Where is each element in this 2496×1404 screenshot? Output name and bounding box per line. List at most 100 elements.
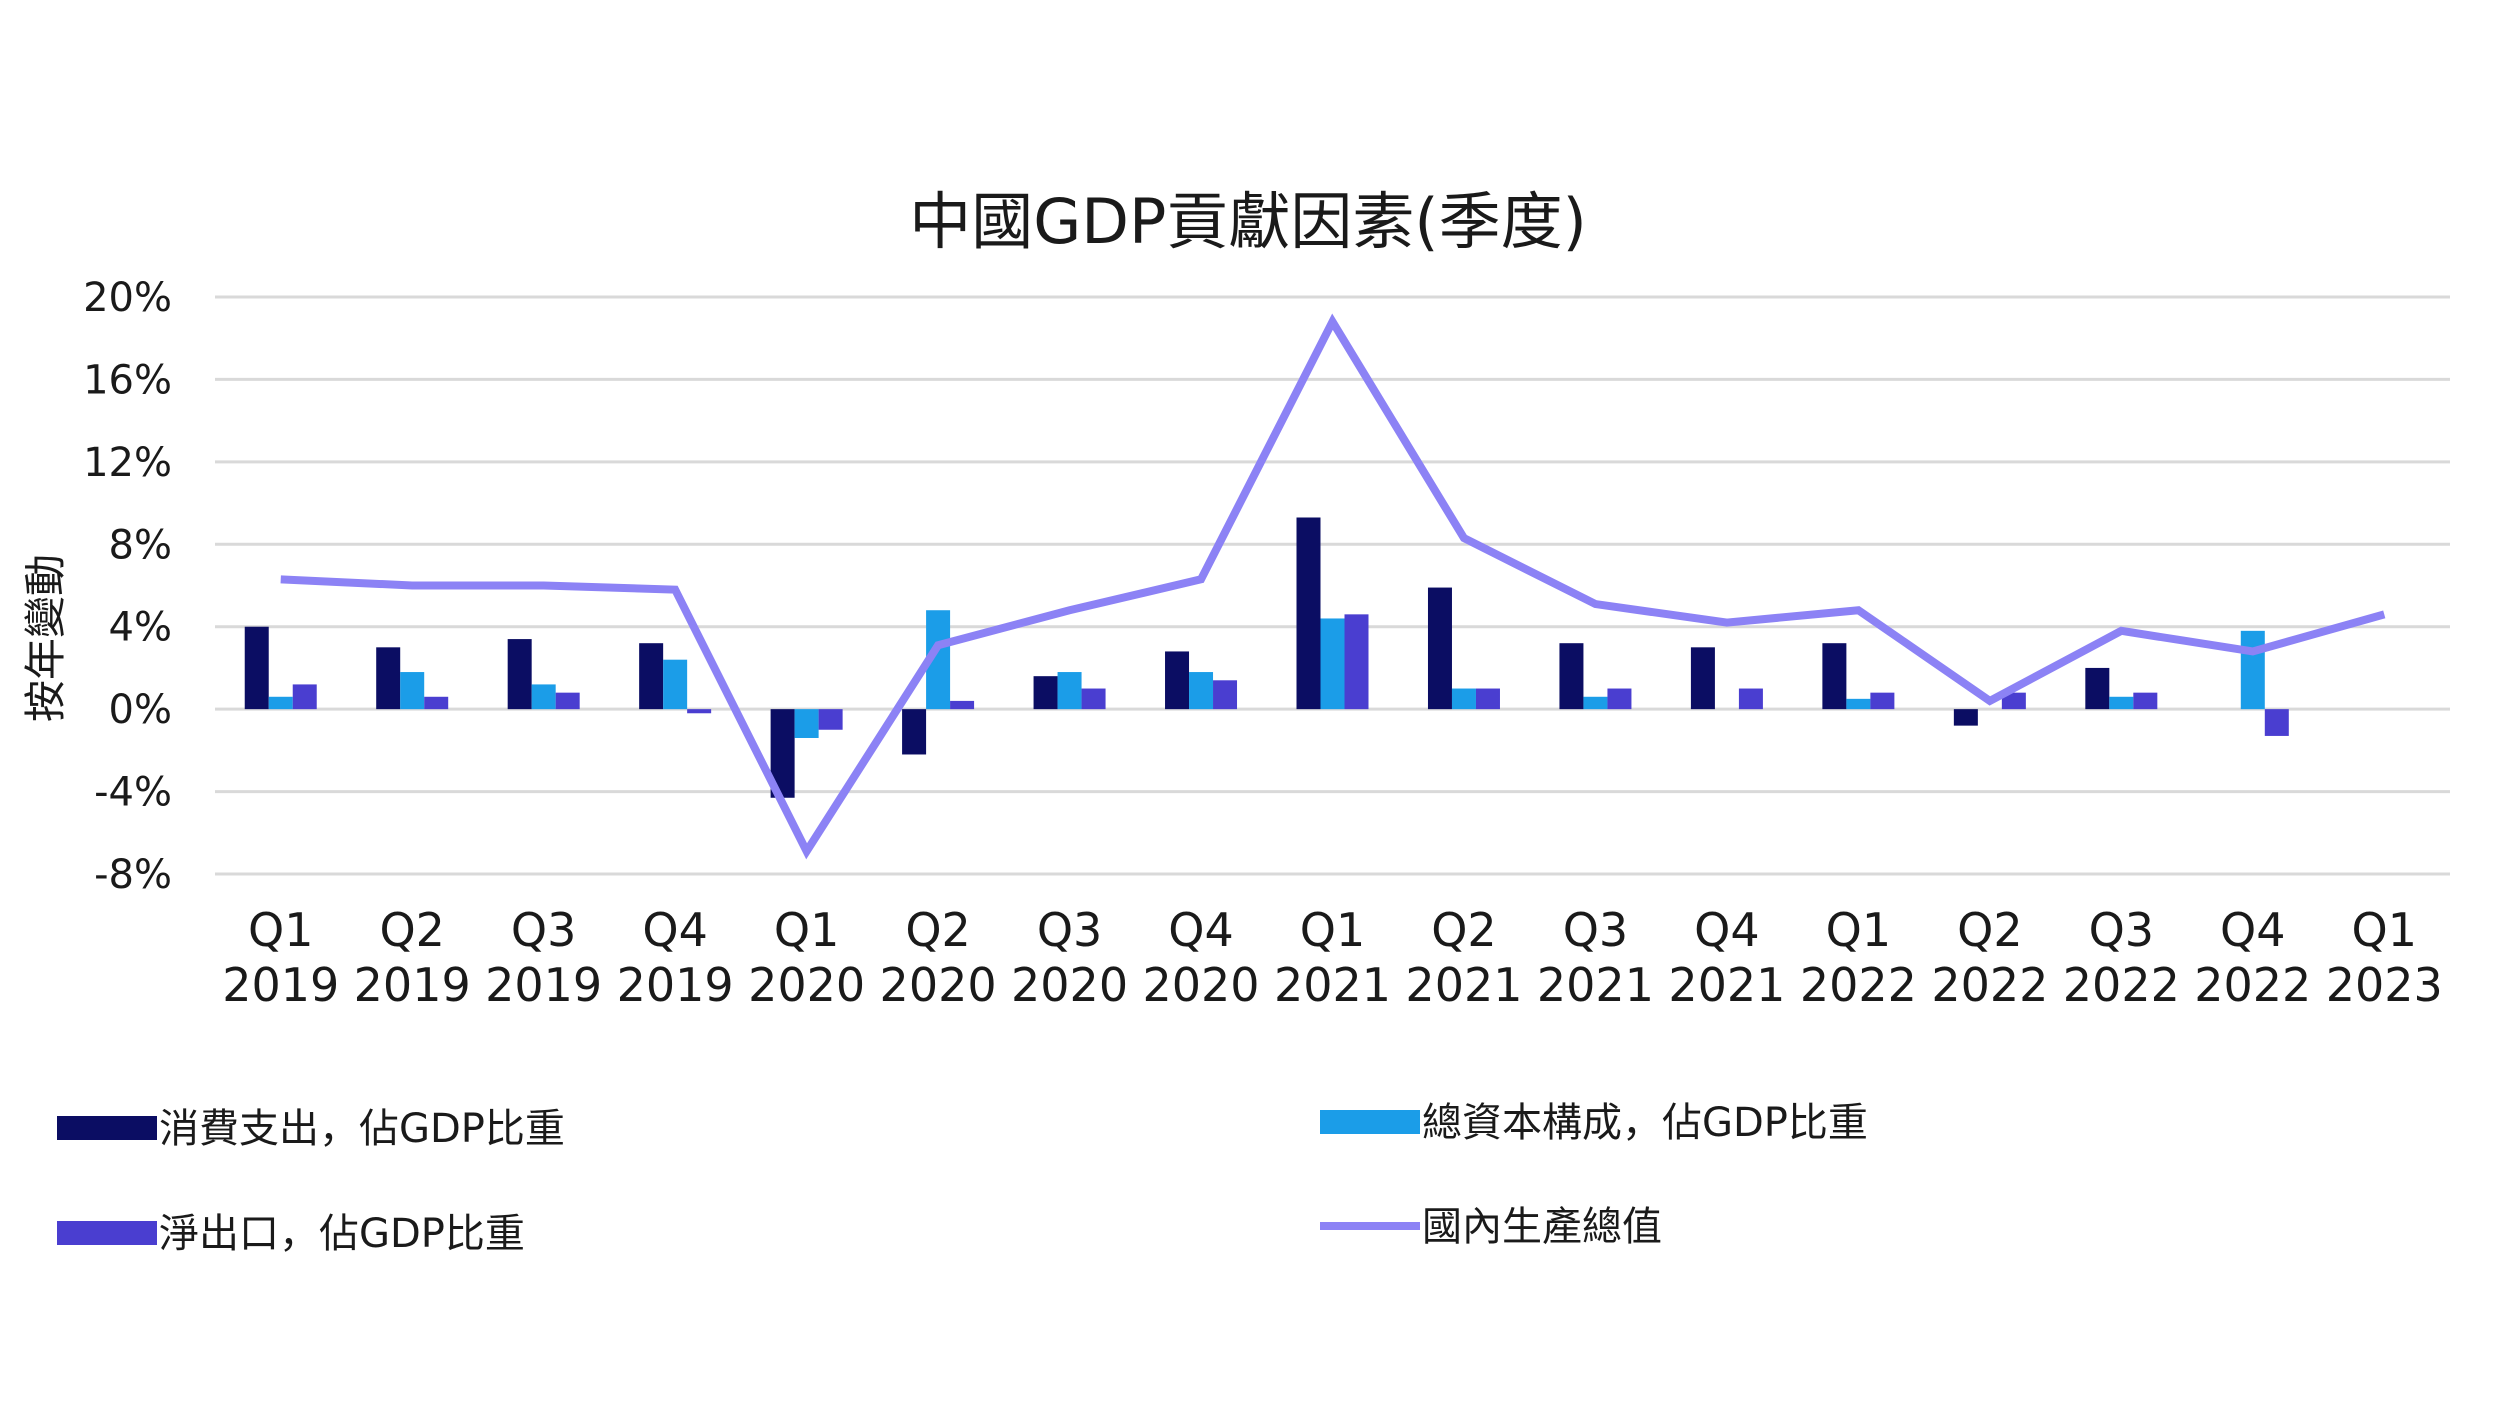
x-tick-label: 2019 <box>222 958 339 1012</box>
bar-series-0 <box>1165 651 1190 710</box>
bar-series-1 <box>663 659 688 710</box>
x-tick-label: Q3 <box>1563 903 1628 957</box>
bar-series-2 <box>292 684 317 710</box>
y-tick-label: 4% <box>109 605 172 651</box>
bar-series-1 <box>1451 688 1476 710</box>
bar-series-1 <box>1057 672 1082 710</box>
y-tick-label: 16% <box>83 357 172 403</box>
x-tick-label: Q2 <box>1957 903 2022 957</box>
y-tick-label: 20% <box>83 275 172 321</box>
legend-item-2: 淨出口，佔GDP比重 <box>57 1211 525 1257</box>
x-tick-label: Q3 <box>2089 903 2154 957</box>
bars-layer <box>244 517 2289 798</box>
bar-series-0 <box>639 643 664 710</box>
bar-series-2 <box>818 709 843 730</box>
y-tick-label: -8% <box>94 852 172 898</box>
x-tick-label: Q4 <box>2220 903 2285 957</box>
legend-label: 總資本構成，佔GDP比重 <box>1422 1100 1868 1146</box>
x-tick-label: 2021 <box>1668 958 1785 1012</box>
x-tick-label: 2023 <box>2326 958 2443 1012</box>
x-tick-label: Q1 <box>1826 903 1891 957</box>
y-tick-label: 8% <box>109 522 172 568</box>
bar-series-2 <box>424 696 449 710</box>
x-tick-label: Q4 <box>1694 903 1759 957</box>
bar-series-2 <box>1738 688 1763 710</box>
legend-label: 消費支出，佔GDP比重 <box>159 1106 565 1152</box>
x-tick-label: 2022 <box>1931 958 2048 1012</box>
bar-series-0 <box>902 709 927 755</box>
x-tick-label: Q3 <box>511 903 576 957</box>
legend-item-1: 總資本構成，佔GDP比重 <box>1320 1100 1868 1146</box>
legend-label: 淨出口，佔GDP比重 <box>159 1211 525 1257</box>
y-tick-label: 0% <box>109 687 172 733</box>
bar-series-1 <box>1189 672 1214 710</box>
x-tick-label: Q1 <box>2352 903 2417 957</box>
bar-series-1 <box>1846 698 1871 710</box>
bar-series-2 <box>687 709 712 714</box>
x-tick-label: 2020 <box>748 958 865 1012</box>
x-tick-label: 2019 <box>617 958 734 1012</box>
bar-series-2 <box>1607 688 1632 710</box>
bar-series-0 <box>1559 643 1584 710</box>
bar-series-0 <box>507 639 532 710</box>
x-tick-label: 2021 <box>1537 958 1654 1012</box>
chart-title: 中國GDP貢獻因素(季度) <box>909 185 1587 258</box>
bar-series-2 <box>1344 614 1369 710</box>
bar-series-2 <box>555 692 580 710</box>
y-ticks: 20% 16% 12% 8% 4% 0% -4% -8% <box>83 275 172 898</box>
legend-label: 國內生產總值 <box>1422 1204 1662 1250</box>
x-tick-label: Q1 <box>774 903 839 957</box>
bar-series-1 <box>794 709 819 738</box>
x-tick-label: Q1 <box>1300 903 1365 957</box>
bar-series-0 <box>244 626 269 710</box>
x-tick-label: 2021 <box>1405 958 1522 1012</box>
x-tick-label: Q2 <box>1431 903 1496 957</box>
bar-series-1 <box>1320 618 1345 710</box>
bar-series-2 <box>2001 692 2026 710</box>
bar-series-1 <box>268 696 293 710</box>
bar-series-2 <box>2264 709 2289 736</box>
x-tick-label: Q3 <box>1037 903 1102 957</box>
x-tick-label: Q2 <box>905 903 970 957</box>
x-tick-label: Q1 <box>248 903 313 957</box>
x-tick-label: 2020 <box>1142 958 1259 1012</box>
x-tick-label: 2022 <box>2194 958 2311 1012</box>
legend-swatch <box>1320 1110 1420 1134</box>
bar-series-0 <box>1690 647 1715 710</box>
bar-series-2 <box>1475 688 1500 710</box>
x-tick-label: 2022 <box>2063 958 2180 1012</box>
bar-series-0 <box>1953 709 1978 726</box>
bar-series-0 <box>2085 667 2110 710</box>
bar-series-2 <box>1213 680 1238 710</box>
bar-series-0 <box>1427 587 1452 710</box>
bar-series-2 <box>2133 692 2158 710</box>
legend-item-3: 國內生產總值 <box>1320 1204 1662 1250</box>
legend-item-0: 消費支出，佔GDP比重 <box>57 1106 565 1152</box>
x-tick-label: 2021 <box>1274 958 1391 1012</box>
bar-series-1 <box>400 672 425 710</box>
line-layer <box>280 313 2386 860</box>
y-tick-label: 12% <box>83 440 172 486</box>
legend-swatch <box>57 1221 157 1245</box>
bar-series-1 <box>2240 630 2265 710</box>
x-tick-label: 2019 <box>485 958 602 1012</box>
x-tick-label: 2020 <box>1011 958 1128 1012</box>
bar-series-2 <box>950 700 975 710</box>
bar-series-1 <box>531 684 556 710</box>
x-tick-label: Q2 <box>379 903 444 957</box>
bar-series-2 <box>1081 688 1106 710</box>
y-tick-label: -4% <box>94 770 172 816</box>
legend-swatch <box>57 1116 157 1140</box>
bar-series-0 <box>1033 676 1058 710</box>
bar-series-0 <box>1822 643 1847 710</box>
bar-series-1 <box>2109 696 2134 710</box>
bar-series-2 <box>1870 692 1895 710</box>
x-tick-label: 2019 <box>354 958 471 1012</box>
bar-series-0 <box>376 647 401 710</box>
x-tick-label: Q4 <box>1168 903 1233 957</box>
line-series-3 <box>280 313 2386 860</box>
bar-series-1 <box>1583 696 1608 710</box>
x-tick-label: 2020 <box>880 958 997 1012</box>
